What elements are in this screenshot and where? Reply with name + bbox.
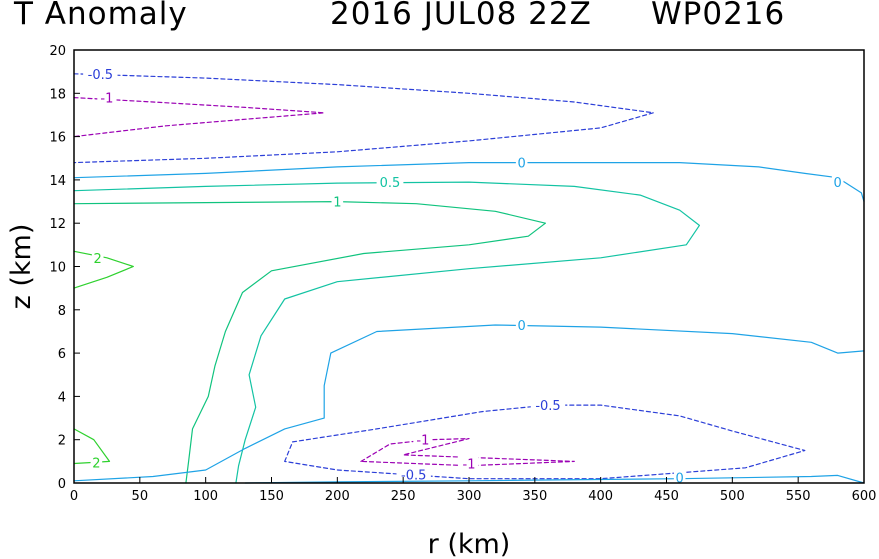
contour-label-background bbox=[530, 397, 566, 413]
x-tick-label: 350 bbox=[522, 489, 547, 504]
x-tick-label: 300 bbox=[457, 489, 482, 504]
x-tick-label: 550 bbox=[786, 489, 811, 504]
contour-label: 0 bbox=[518, 319, 526, 334]
contour-line--0p5 bbox=[73, 73, 654, 164]
contour-line-2 bbox=[73, 428, 111, 465]
y-tick-label: 4 bbox=[58, 390, 66, 405]
y-tick-label: 18 bbox=[49, 87, 66, 102]
contour-label: -0.5 bbox=[88, 68, 113, 83]
contour-label-background bbox=[83, 65, 118, 81]
x-tick-label: 50 bbox=[132, 489, 149, 504]
y-tick-label: 16 bbox=[49, 131, 66, 146]
contour-label-background bbox=[413, 431, 433, 447]
header-storm-id: WP0216 bbox=[651, 0, 786, 32]
x-tick-label: 0 bbox=[70, 489, 78, 504]
header-field-title: T Anomaly bbox=[14, 0, 188, 32]
contour-label: 0 bbox=[834, 176, 842, 191]
y-tick-label: 6 bbox=[58, 347, 66, 362]
contour-line-0p5 bbox=[73, 181, 700, 484]
plot-frame bbox=[73, 49, 865, 484]
header-datetime: 2016 JUL08 22Z bbox=[330, 0, 592, 32]
y-tick-label: 14 bbox=[49, 174, 66, 189]
contour-label: 0 bbox=[518, 157, 526, 172]
y-tick-label: 20 bbox=[49, 44, 66, 59]
contour-label: -0.5 bbox=[535, 399, 560, 414]
contour-line-1 bbox=[73, 201, 546, 484]
contour-label-background bbox=[91, 249, 104, 265]
contour-label-background bbox=[97, 89, 117, 105]
contour-label: 2 bbox=[94, 252, 102, 267]
contour-line-2 bbox=[73, 250, 134, 289]
x-tick-label: 200 bbox=[325, 489, 350, 504]
x-tick-label: 450 bbox=[654, 489, 679, 504]
contour-line--1 bbox=[360, 438, 575, 467]
contour-label: 0 bbox=[676, 472, 684, 487]
x-tick-label: 500 bbox=[720, 489, 745, 504]
contour-line--1 bbox=[73, 97, 325, 138]
contour-label-background bbox=[331, 193, 344, 209]
contour-line-0 bbox=[73, 162, 865, 203]
contour-line-0 bbox=[73, 324, 865, 482]
y-tick-label: 0 bbox=[58, 477, 66, 492]
contour-label-background bbox=[376, 174, 404, 190]
x-tick-label: 250 bbox=[391, 489, 416, 504]
x-axis-label: r (km) bbox=[428, 529, 511, 559]
y-tick-label: 10 bbox=[49, 261, 66, 276]
contour-label-background bbox=[515, 154, 528, 170]
x-tick-label: 600 bbox=[852, 489, 877, 504]
contour-layer: -0.5 -1 0 0 0.5 1 2 2 0 -0.5 -0.5 -1 -1 0 bbox=[73, 65, 865, 487]
contour-label: -1 bbox=[100, 92, 113, 107]
contour-label-background bbox=[396, 466, 431, 482]
y-tick-label: 8 bbox=[58, 304, 66, 319]
contour-label: -1 bbox=[416, 434, 429, 449]
axes-layer: 0 50 100 150 200 250 300 350 400 450 500 550 6000246… bbox=[49, 44, 876, 504]
contour-label-background bbox=[515, 316, 528, 332]
y-tick-label: 2 bbox=[58, 434, 66, 449]
contour-label-background bbox=[673, 469, 686, 485]
contour-label: 2 bbox=[92, 456, 100, 471]
x-tick-label: 400 bbox=[588, 489, 613, 504]
contour-label: 0.5 bbox=[380, 176, 401, 191]
y-tick-label: 12 bbox=[49, 217, 66, 232]
contour-label: 1 bbox=[333, 196, 341, 211]
contour-label: -1 bbox=[463, 458, 476, 473]
contour-label-background bbox=[459, 455, 479, 471]
x-tick-label: 100 bbox=[193, 489, 218, 504]
y-axis-label: z (km) bbox=[6, 224, 37, 310]
x-tick-label: 150 bbox=[259, 489, 284, 504]
contour-label-background bbox=[90, 454, 103, 470]
contour-line--0p5 bbox=[284, 404, 806, 480]
contour-label: -0.5 bbox=[401, 468, 426, 483]
contour-label-background bbox=[831, 174, 844, 190]
